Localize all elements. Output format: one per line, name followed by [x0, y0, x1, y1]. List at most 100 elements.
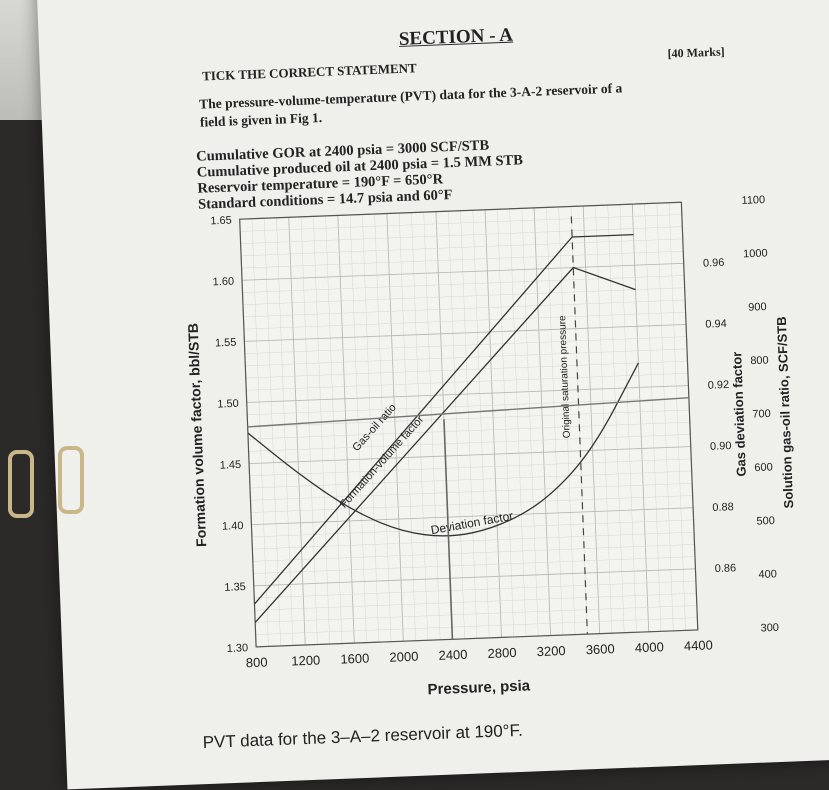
- grid-line-vertical: [570, 206, 588, 635]
- grid-line-vertical: [619, 204, 637, 633]
- binder-ring: [8, 450, 34, 518]
- grid-line-horizontal: [240, 226, 683, 244]
- y-left-tick-label: 1.35: [224, 581, 246, 594]
- series-line: [247, 362, 639, 537]
- grid-line-horizontal: [242, 287, 685, 305]
- binder-ring: [58, 446, 84, 514]
- saturation-pressure-line: [570, 216, 588, 635]
- grid-line-horizontal: [244, 323, 687, 342]
- grid-line-horizontal: [246, 385, 689, 403]
- grid-line-vertical: [325, 215, 343, 644]
- grid-line-vertical: [631, 204, 650, 632]
- reference-line-horizontal: [247, 397, 689, 428]
- grid-line-horizontal: [245, 360, 688, 379]
- grid-line-horizontal: [247, 409, 690, 428]
- grid-line-horizontal: [248, 434, 691, 452]
- y-rs-axis-label: Solution gas-oil ratio, SCF/STB: [774, 316, 796, 509]
- y-z-axis-label: Gas deviation factor: [729, 351, 749, 476]
- grid-line-vertical: [251, 218, 269, 647]
- grid-line-vertical: [644, 203, 662, 632]
- grid-line-vertical: [276, 217, 294, 646]
- grid-line-horizontal: [255, 605, 697, 623]
- grid-line-vertical: [288, 217, 306, 646]
- grid-line-vertical: [300, 216, 318, 645]
- x-tick-label: 3200: [536, 643, 565, 659]
- grid-line-vertical: [362, 214, 380, 643]
- y-left-tick-label: 1.30: [227, 642, 249, 655]
- x-axis-label: Pressure, psia: [427, 677, 531, 698]
- grid-line-vertical: [374, 213, 392, 642]
- y-rs-tick-label: 1100: [741, 194, 765, 207]
- grid-line-vertical: [313, 216, 330, 645]
- grid-line-horizontal: [254, 580, 696, 599]
- grid-line-horizontal: [251, 519, 694, 538]
- y-z-tick-label: 0.86: [715, 562, 737, 575]
- grid-line-vertical: [460, 210, 478, 639]
- grid-line-horizontal: [241, 238, 683, 257]
- grid-line-vertical: [607, 205, 625, 633]
- grid-line-vertical: [656, 203, 674, 631]
- grid-line-horizontal: [242, 275, 685, 293]
- grid-line-vertical: [533, 207, 552, 636]
- y-left-tick-label: 1.55: [215, 337, 237, 350]
- grid-line-horizontal: [250, 470, 692, 489]
- grid-line-horizontal: [253, 556, 695, 574]
- y-z-tick-label: 0.96: [703, 257, 725, 270]
- y-left-tick-label: 1.50: [217, 398, 239, 411]
- grid-line-horizontal: [248, 421, 690, 440]
- grid-line-vertical: [448, 211, 465, 639]
- grid-line-vertical: [558, 206, 576, 635]
- y-rs-tick-label: 900: [748, 301, 767, 314]
- grid-line-horizontal: [250, 495, 693, 513]
- grid-line-vertical: [263, 218, 281, 646]
- grid-line-horizontal: [243, 299, 686, 318]
- reference-line-2400: [443, 419, 454, 640]
- grid-line-horizontal: [249, 458, 692, 477]
- y-rs-tick-label: 700: [752, 408, 771, 421]
- grid-line-horizontal: [252, 531, 695, 550]
- grid-line-vertical: [582, 205, 601, 634]
- grid-line-vertical: [337, 215, 355, 644]
- binder-rings: [0, 440, 110, 550]
- y-rs-tick-label: 600: [754, 461, 773, 474]
- y-left-tick-label: 1.65: [210, 214, 232, 227]
- grid-line-horizontal: [241, 250, 684, 269]
- grid-line-vertical: [521, 208, 539, 637]
- grid-line-horizontal: [247, 397, 689, 415]
- y-rs-tick-label: 800: [750, 354, 769, 367]
- y-z-tick-label: 0.92: [707, 379, 729, 392]
- grid-line-vertical: [484, 209, 502, 638]
- grid-line-vertical: [509, 208, 527, 637]
- x-tick-label: 1600: [340, 651, 369, 667]
- x-tick-label: 1200: [291, 652, 320, 668]
- x-tick-label: 800: [246, 654, 268, 670]
- x-tick-label: 2400: [438, 647, 467, 663]
- y-left-axis-label: Formation volume factor, bbl/STB: [185, 323, 210, 547]
- grid-line-horizontal: [253, 568, 696, 587]
- grid-line-horizontal: [255, 617, 698, 635]
- x-tick-label: 4000: [635, 639, 664, 655]
- grid-line-horizontal: [250, 483, 693, 501]
- y-rs-tick-label: 1000: [743, 247, 768, 260]
- y-rs-tick-label: 300: [760, 622, 779, 635]
- grid-line-vertical: [349, 214, 367, 643]
- y-z-tick-label: 0.94: [705, 318, 727, 331]
- grid-line-vertical: [497, 209, 515, 637]
- y-left-tick-label: 1.60: [212, 276, 234, 289]
- series-line: [253, 234, 634, 605]
- y-z-tick-label: 0.90: [710, 440, 732, 453]
- y-z-tick-label: 0.88: [712, 501, 734, 514]
- y-rs-tick-label: 400: [758, 568, 777, 581]
- x-tick-label: 4400: [684, 637, 713, 653]
- series-line: [254, 266, 636, 623]
- grid-line-horizontal: [240, 214, 682, 232]
- x-tick-label: 2800: [487, 645, 516, 661]
- saturation-pressure-label: Original saturation pressure: [557, 315, 573, 439]
- grid-line-horizontal: [244, 336, 687, 354]
- grid-line-vertical: [546, 207, 564, 636]
- grid-line-vertical: [411, 212, 429, 641]
- grid-line-horizontal: [252, 544, 695, 562]
- grid-line-horizontal: [245, 348, 688, 367]
